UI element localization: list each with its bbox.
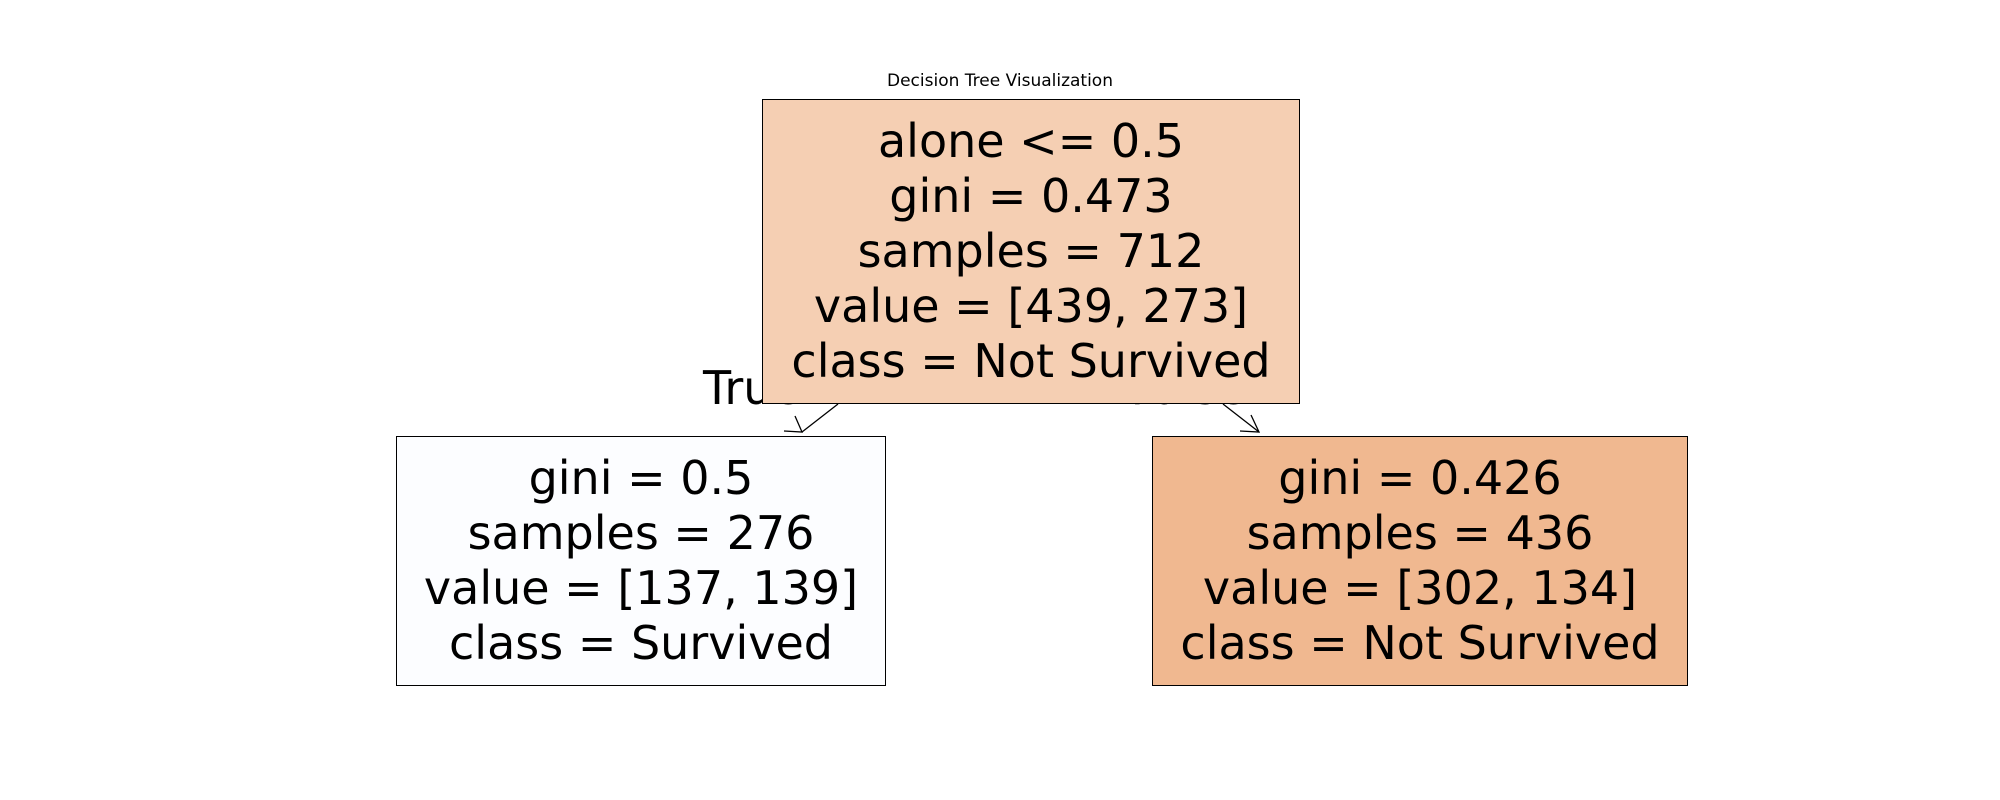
node-samples: samples = 276	[467, 506, 815, 560]
node-split-rule: alone <= 0.5	[877, 114, 1185, 168]
node-samples: samples = 712	[857, 224, 1205, 278]
tree-node-left-leaf: gini = 0.5 samples = 276 value = [137, 1…	[396, 436, 886, 686]
node-samples: samples = 436	[1246, 506, 1594, 560]
node-class: class = Survived	[449, 616, 833, 670]
edge-root-left	[783, 403, 839, 433]
node-value: value = [439, 273]	[813, 279, 1249, 333]
node-gini: gini = 0.473	[889, 169, 1173, 223]
diagram-title: Decision Tree Visualization	[887, 71, 1113, 91]
node-value: value = [137, 139]	[423, 561, 859, 615]
tree-node-root: alone <= 0.5 gini = 0.473 samples = 712 …	[762, 99, 1300, 404]
node-class: class = Not Survived	[1180, 616, 1660, 670]
tree-node-right-leaf: gini = 0.426 samples = 436 value = [302,…	[1152, 436, 1688, 686]
node-gini: gini = 0.426	[1278, 451, 1562, 505]
node-class: class = Not Survived	[791, 334, 1271, 388]
edge-root-right	[1222, 403, 1261, 433]
node-gini: gini = 0.5	[528, 451, 754, 505]
node-value: value = [302, 134]	[1202, 561, 1638, 615]
